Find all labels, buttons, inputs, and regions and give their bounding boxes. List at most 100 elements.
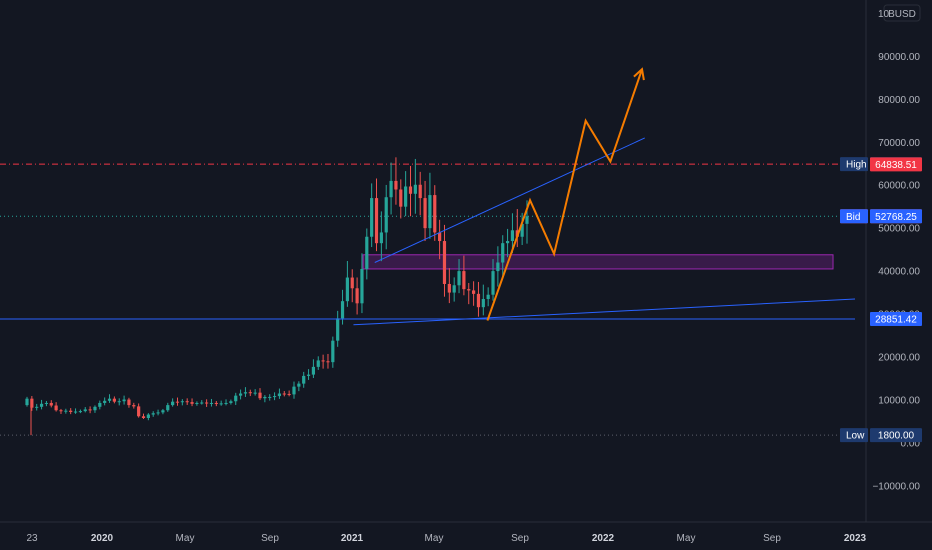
time-tick-label: 23 <box>26 533 38 544</box>
trendline[interactable] <box>353 298 856 326</box>
candle-body <box>272 396 277 398</box>
candle-body <box>44 402 49 404</box>
candle-body <box>418 184 422 199</box>
candle-body <box>151 413 155 415</box>
price-tick-label: 10000.00 <box>878 395 920 406</box>
candle-body <box>166 405 170 411</box>
candle-body <box>209 402 214 404</box>
marker-label: Low <box>846 431 865 442</box>
orange-projection[interactable] <box>486 67 645 321</box>
time-tick-label: Sep <box>763 533 781 544</box>
candle-body <box>442 241 447 284</box>
candle-body <box>428 195 432 229</box>
candle-body <box>476 293 481 308</box>
candle-body <box>258 392 262 399</box>
candle-body <box>93 406 97 411</box>
candle-body <box>326 361 330 363</box>
candle-body <box>122 399 126 402</box>
price-tick-label: 40000.00 <box>878 267 920 278</box>
marker-label-box <box>840 157 868 172</box>
candle-body <box>457 271 461 286</box>
candle-body <box>336 318 340 341</box>
candle-body <box>481 299 485 308</box>
candle-body <box>175 401 180 403</box>
candle-body <box>394 180 398 190</box>
candle-body <box>112 398 116 402</box>
candle-body <box>365 236 369 269</box>
candle-body <box>103 400 107 403</box>
candle-body <box>404 186 408 207</box>
time-tick-label: May <box>677 533 696 544</box>
candle-body <box>340 301 345 319</box>
candle-body <box>190 402 194 404</box>
candle-body <box>54 405 58 411</box>
top-axis-label: 10 <box>878 9 890 20</box>
time-tick-label: Sep <box>511 533 529 544</box>
marker-value-box <box>870 209 922 224</box>
time-tick-label: 2021 <box>341 533 364 544</box>
candle-body <box>462 271 466 290</box>
price-tick-label: 60000.00 <box>878 181 920 192</box>
marker-value-box <box>870 157 922 172</box>
candle-body <box>229 401 233 403</box>
candle-body <box>438 232 442 242</box>
time-tick-label: 2020 <box>91 533 114 544</box>
reference-lines <box>0 163 866 436</box>
candle-body <box>25 398 29 406</box>
marker-label-box <box>840 209 868 224</box>
trendline[interactable] <box>374 137 645 263</box>
candle-body <box>39 403 44 407</box>
marker-value-box <box>870 428 922 443</box>
candle-body <box>83 409 87 412</box>
candle-body <box>510 230 515 242</box>
candle-body <box>238 393 243 396</box>
candle-body <box>146 414 150 418</box>
candle-body <box>180 401 184 403</box>
candle-body <box>399 189 403 207</box>
candle-body <box>525 216 529 224</box>
candle-body <box>311 366 316 375</box>
candle-body <box>379 232 383 244</box>
candle-body <box>248 392 252 394</box>
candle-body <box>501 243 505 263</box>
symbol-badge: BUSD <box>883 4 921 22</box>
time-tick-label: May <box>425 533 444 544</box>
candle-body <box>243 392 248 394</box>
time-tick-label: 2022 <box>592 533 615 544</box>
candle-body <box>520 223 524 237</box>
candle-body <box>374 198 379 244</box>
candle-body <box>486 294 490 300</box>
candle-body <box>35 406 39 408</box>
candle-body <box>88 409 92 411</box>
candle-body <box>496 262 500 272</box>
candle-body <box>263 396 267 399</box>
marker-value: 28851.42 <box>875 314 917 325</box>
support-zone[interactable] <box>362 254 834 270</box>
time-tick-label: 2023 <box>844 533 867 544</box>
price-tick-label: 50000.00 <box>878 224 920 235</box>
candle-body <box>331 340 335 363</box>
marker-label: Bid <box>846 212 860 223</box>
candle-body <box>321 360 325 362</box>
marker-value: 1800.00 <box>878 431 915 442</box>
marker-value: 52768.25 <box>875 212 917 223</box>
price-markers: High64918.9664838.51Ask52768.26Bid52768.… <box>840 157 922 443</box>
candle-body <box>224 402 228 404</box>
candle-body <box>472 290 476 294</box>
candle-body <box>452 285 456 293</box>
candle-body <box>253 392 257 394</box>
candle-body <box>30 398 34 408</box>
candle-body <box>505 241 510 244</box>
projection-path[interactable] <box>486 68 643 321</box>
candle-body <box>171 401 175 406</box>
candle-body <box>161 410 165 413</box>
trendlines[interactable] <box>0 137 856 326</box>
candle-body <box>350 277 354 289</box>
candle-body <box>277 393 282 397</box>
candle-body <box>214 402 218 404</box>
candle-body <box>384 197 388 233</box>
time-axis[interactable]: 23 2020 May Sep 2021 May Sep 2022 May Sep 2023 <box>26 533 866 544</box>
price-tick-label: 0.00 <box>901 438 921 449</box>
